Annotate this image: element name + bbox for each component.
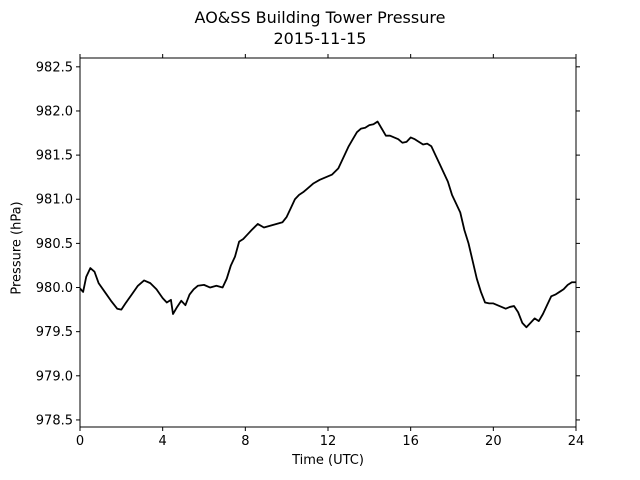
y-tick-label: 979.5 — [36, 325, 73, 340]
y-tick-label: 981.5 — [36, 149, 73, 164]
x-tick-label: 0 — [76, 434, 84, 449]
y-tick-label: 982.0 — [36, 104, 73, 119]
y-tick-label: 979.0 — [36, 369, 73, 384]
chart-title: AO&SS Building Tower Pressure — [194, 8, 446, 27]
x-tick-label: 20 — [485, 434, 502, 449]
y-tick-label: 981.0 — [36, 193, 73, 208]
pressure-series-line — [79, 120, 576, 329]
y-tick-label: 980.0 — [36, 281, 73, 296]
y-axis-label: Pressure (hPa) — [9, 201, 25, 295]
y-tick-label: 978.5 — [36, 413, 73, 428]
x-tick-label: 12 — [320, 434, 337, 449]
y-tick-label: 982.5 — [36, 60, 73, 75]
x-tick-label: 4 — [159, 434, 167, 449]
x-tick-label: 16 — [402, 434, 419, 449]
plot-frame — [79, 57, 577, 428]
x-tick-label: 8 — [241, 434, 249, 449]
x-axis-label: Time (UTC) — [292, 453, 364, 468]
y-tick-label: 980.5 — [36, 237, 73, 252]
chart-subtitle: 2015-11-15 — [273, 29, 367, 48]
x-tick-label: 24 — [568, 434, 585, 449]
